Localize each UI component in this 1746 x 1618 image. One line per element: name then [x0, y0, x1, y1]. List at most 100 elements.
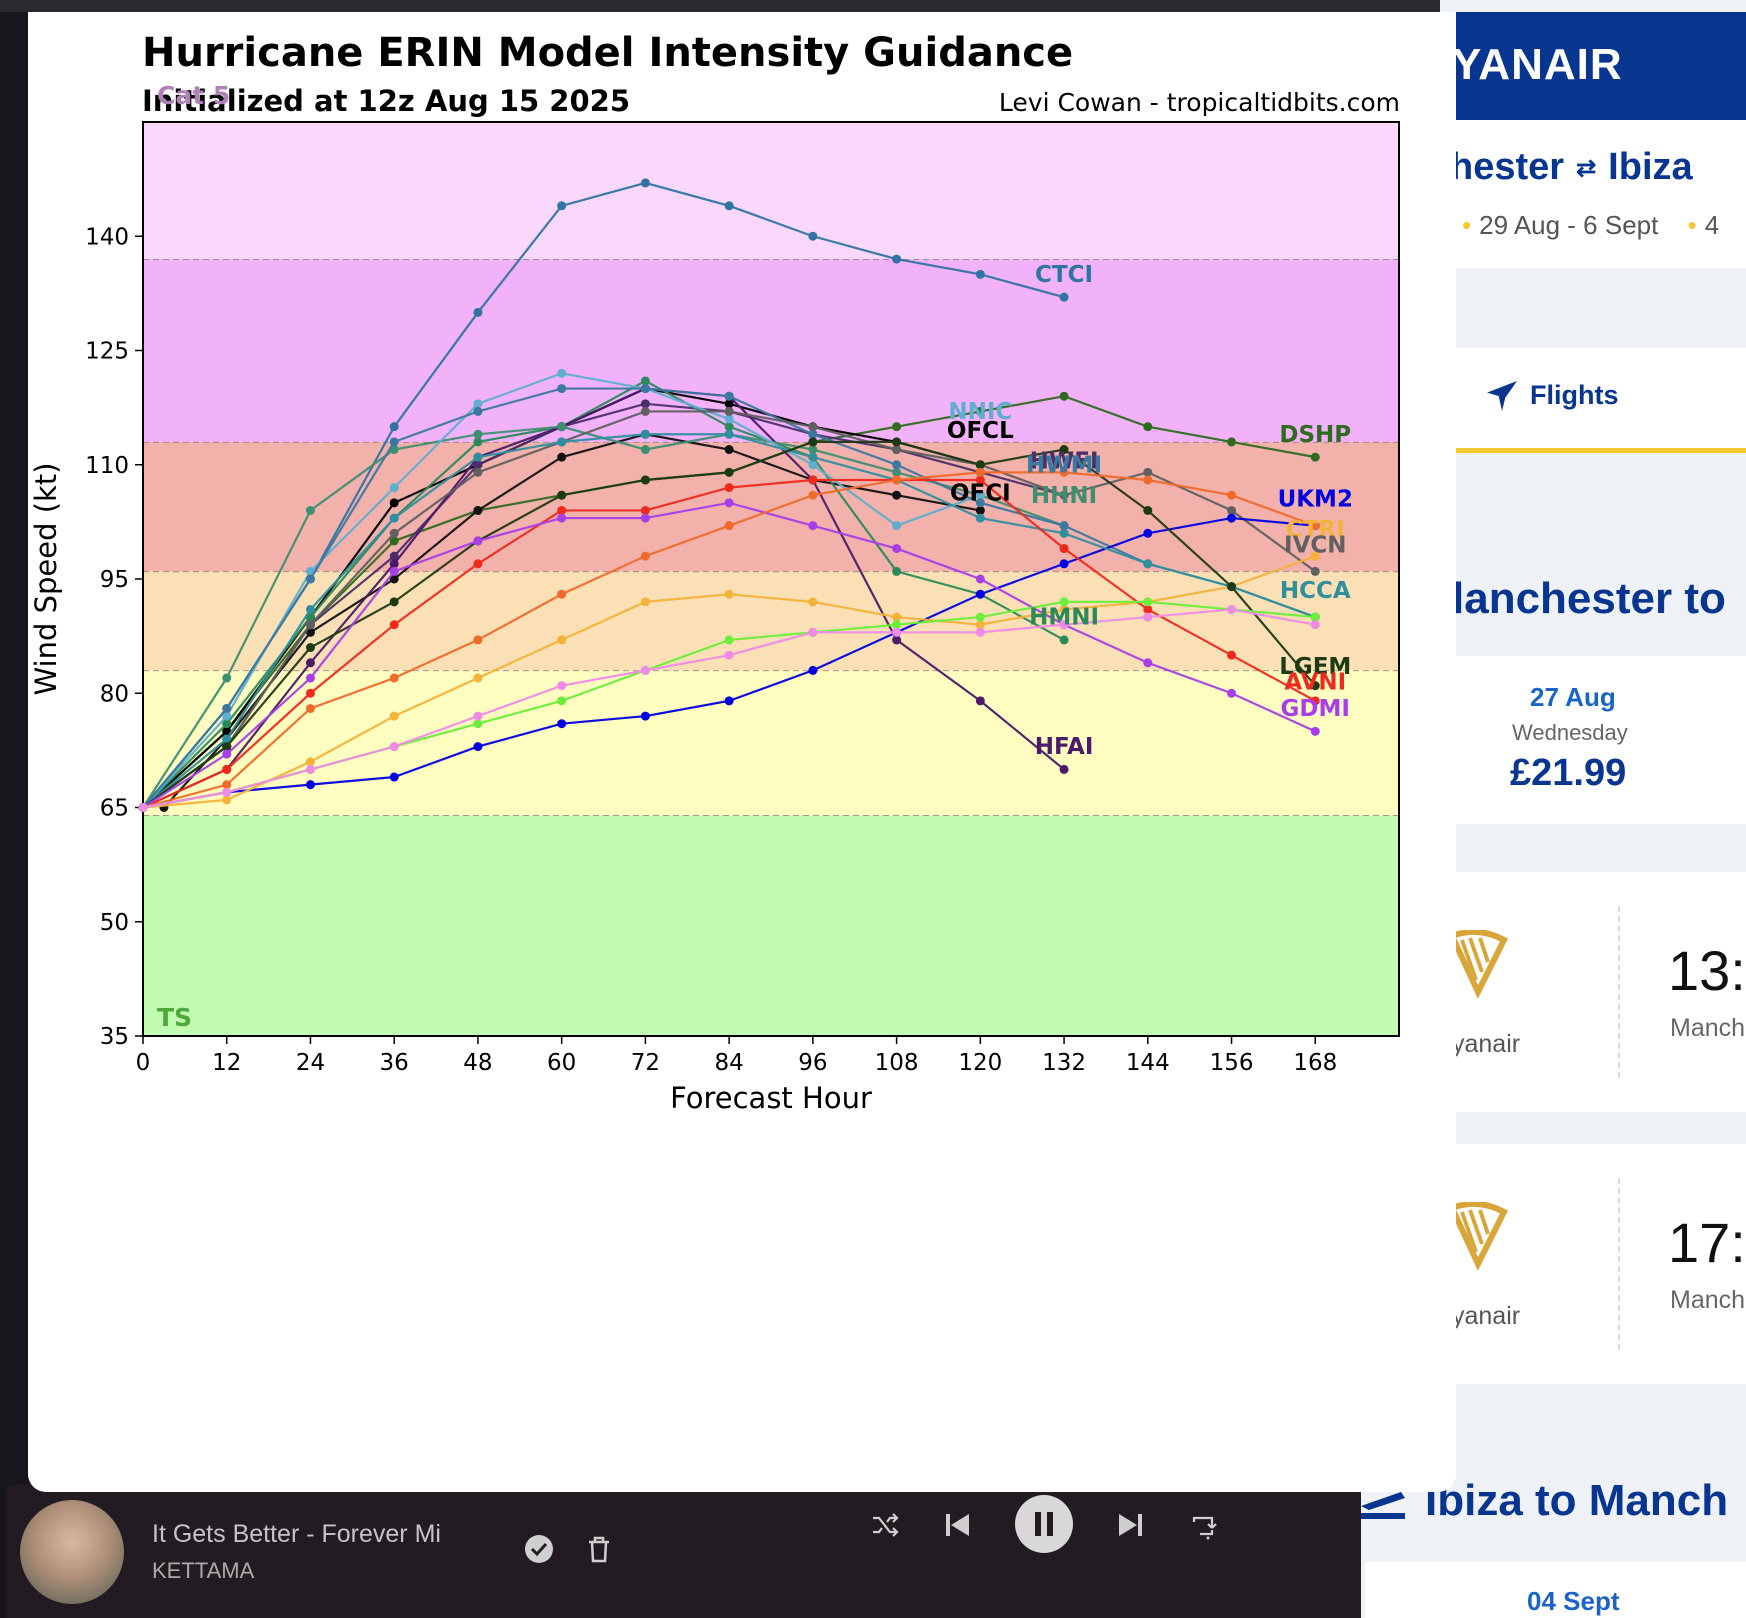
series-point-shf5	[305, 703, 315, 713]
series-point-gdmi	[1227, 688, 1237, 698]
series-end-label: CTRI	[1286, 517, 1345, 543]
series-point-hcca	[808, 452, 818, 462]
chart-credit: Levi Cowan - tropicaltidbits.com	[998, 88, 1400, 117]
series-point-tclp	[557, 696, 567, 706]
series-point-lgem	[1143, 505, 1153, 515]
series-point-hwmi	[640, 384, 650, 394]
check-icon[interactable]	[524, 1534, 554, 1564]
series-point-ship	[1059, 620, 1069, 630]
series-point-ofci	[975, 505, 985, 515]
series-point-lgem	[640, 475, 650, 485]
series-end-label: HFAI	[1035, 734, 1094, 760]
shuffle-icon[interactable]	[870, 1510, 900, 1540]
series-end-label: IVCN	[1284, 532, 1347, 558]
previous-icon[interactable]	[942, 1510, 972, 1540]
series-point-hfai	[305, 658, 315, 668]
series-point-lgem	[892, 437, 902, 447]
series-point-hfai	[892, 635, 902, 645]
next-icon[interactable]	[1116, 1510, 1146, 1540]
route-details: • 29 Aug - 6 Sept • 4	[1462, 210, 1719, 241]
y-tick-label: 35	[100, 1024, 129, 1050]
series-point-dshp	[1059, 391, 1069, 401]
series-end-label: LGEM	[1279, 654, 1351, 680]
flight-card[interactable]	[1440, 1144, 1746, 1384]
series-point-ctci	[808, 231, 818, 241]
series-point-hhni	[557, 422, 567, 432]
series-point-gdmi	[222, 749, 232, 759]
series-point-ivcn	[305, 620, 315, 630]
series-point-ship	[557, 681, 567, 691]
x-axis-label: Forecast Hour	[670, 1081, 872, 1115]
fare-day: Wednesday	[1512, 720, 1628, 745]
series-point-hhni	[473, 429, 483, 439]
series-point-hmni	[222, 719, 232, 729]
series-point-shf5	[975, 467, 985, 477]
ryanair-logo[interactable]: YANAIR	[1452, 40, 1623, 89]
series-point-gdmi	[1310, 726, 1320, 736]
x-tick-label: 120	[958, 1050, 1002, 1076]
series-point-nnic	[389, 483, 399, 493]
flight-divider	[1618, 1178, 1620, 1350]
series-point-hhni	[640, 445, 650, 455]
repeat-icon[interactable]	[1188, 1510, 1218, 1540]
series-point-shf5	[724, 521, 734, 531]
trash-icon[interactable]	[584, 1534, 614, 1564]
x-tick-label: 24	[296, 1050, 325, 1076]
series-point-dshp	[1310, 452, 1320, 462]
category-label: Cat 5	[157, 81, 230, 110]
ryanair-harp-icon	[1448, 930, 1508, 999]
series-point-ship	[975, 627, 985, 637]
tab-flights[interactable]: Flights	[1530, 380, 1619, 410]
series-point-ofci	[892, 490, 902, 500]
series-point-ivcn	[808, 422, 818, 432]
series-point-hwfi	[640, 399, 650, 409]
x-tick-label: 96	[798, 1050, 827, 1076]
series-point-avni	[975, 475, 985, 485]
flight-airline: yanair	[1452, 1030, 1521, 1058]
top-bar	[0, 0, 1746, 12]
series-point-nnic	[473, 399, 483, 409]
series-point-avni	[1310, 696, 1320, 706]
series-point-ctci	[724, 201, 734, 211]
category-label: TS	[157, 1003, 192, 1032]
series-end-label: OFCL	[947, 418, 1014, 444]
series-point-avni	[557, 505, 567, 515]
series-point-avni	[1143, 604, 1153, 614]
series-point-hhni	[892, 467, 902, 477]
series-point-avni	[808, 475, 818, 485]
series-point-nnic	[808, 460, 818, 470]
flight-airline: yanair	[1452, 1302, 1521, 1330]
series-point-ship	[1227, 604, 1237, 614]
series-point-shf5	[473, 635, 483, 645]
series-point-hwmi	[473, 406, 483, 416]
series-end-label: HHNI	[1031, 483, 1097, 509]
series-point-hcca	[640, 429, 650, 439]
series-point-shf5	[1143, 475, 1153, 485]
series-point-ctci	[557, 201, 567, 211]
series-point-ship	[640, 665, 650, 675]
series-point-gdmi	[640, 513, 650, 523]
series-point-ofci	[389, 574, 399, 584]
series-point-ship	[724, 650, 734, 660]
x-tick-label: 72	[631, 1050, 660, 1076]
series-point-tclp	[724, 635, 734, 645]
music-player: It Gets Better - Forever Mi KETTAMA	[6, 1484, 1361, 1618]
series-point-lgem	[1227, 582, 1237, 592]
category-band	[143, 259, 1399, 442]
series-point-hcca	[1143, 559, 1153, 569]
series-point-hcca	[975, 513, 985, 523]
series-point-gdmi	[389, 566, 399, 576]
pause-button[interactable]	[1014, 1494, 1074, 1554]
series-point-shf5	[389, 673, 399, 683]
series-point-ivcn	[724, 406, 734, 416]
x-tick-label: 0	[136, 1050, 151, 1076]
series-point-avni	[1059, 544, 1069, 554]
series-point-ukm2	[389, 772, 399, 782]
flight-card[interactable]	[1440, 872, 1746, 1112]
series-point-ivcn	[892, 445, 902, 455]
fare-date-card[interactable]	[1440, 656, 1746, 824]
series-point-hfai	[1059, 764, 1069, 774]
series-point-ukm2	[305, 780, 315, 790]
series-point-gdmi	[724, 498, 734, 508]
series-point-hhni	[808, 445, 818, 455]
